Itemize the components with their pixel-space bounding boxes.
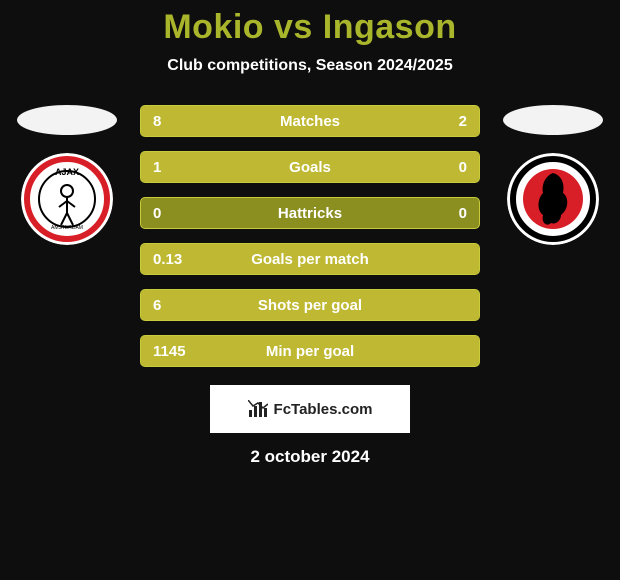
- footer-date: 2 october 2024: [0, 447, 620, 467]
- left-team-column: AJAX AMSTERDAM: [12, 105, 122, 245]
- content-root: Mokio vs Ingason Club competitions, Seas…: [0, 0, 620, 580]
- left-team-logo: AJAX AMSTERDAM: [21, 153, 113, 245]
- right-team-logo: [507, 153, 599, 245]
- stat-bar-left-fill: [141, 290, 479, 320]
- stat-value-right: 2: [459, 113, 467, 130]
- left-player-oval: [17, 105, 117, 135]
- stat-label: Hattricks: [141, 205, 479, 222]
- right-team-column: [498, 105, 608, 245]
- comparison-bars: 82Matches10Goals00Hattricks0.13Goals per…: [140, 105, 480, 367]
- comparison-main: AJAX AMSTERDAM 82Matches10Goals00Hattric…: [0, 105, 620, 367]
- stat-bar-left-fill: [141, 336, 479, 366]
- stat-value-left: 1: [153, 159, 161, 176]
- footer-brand-text: FcTables.com: [274, 401, 373, 418]
- stat-value-left: 8: [153, 113, 161, 130]
- stat-value-left: 0.13: [153, 251, 182, 268]
- right-player-oval: [503, 105, 603, 135]
- stat-row: 0 0Hattricks: [140, 197, 480, 229]
- page-subtitle: Club competitions, Season 2024/2025: [0, 57, 620, 75]
- stat-value-left: 6: [153, 297, 161, 314]
- right-club-logo-icon: [507, 153, 599, 245]
- svg-text:AJAX: AJAX: [55, 167, 79, 177]
- stat-bar-left-fill: [141, 152, 479, 182]
- stat-row: 6Shots per goal: [140, 289, 480, 321]
- stat-row: 10Goals: [140, 151, 480, 183]
- stat-value-left: 1145: [153, 343, 186, 360]
- bar-chart-icon: [248, 400, 268, 418]
- footer-brand-badge[interactable]: FcTables.com: [210, 385, 410, 433]
- stat-value-right: 0: [459, 205, 467, 222]
- stat-row: 82Matches: [140, 105, 480, 137]
- stat-row: 1145Min per goal: [140, 335, 480, 367]
- stat-value-right: 0: [459, 159, 467, 176]
- stat-row: 0.13Goals per match: [140, 243, 480, 275]
- svg-text:AMSTERDAM: AMSTERDAM: [51, 225, 83, 231]
- ajax-logo-icon: AJAX AMSTERDAM: [21, 153, 113, 245]
- stat-bar-right-fill: [411, 106, 479, 136]
- page-title: Mokio vs Ingason: [0, 0, 620, 47]
- stat-value-left: 0: [153, 205, 161, 222]
- stat-bar-left-fill: [141, 244, 479, 274]
- stat-bar-left-fill: [141, 106, 411, 136]
